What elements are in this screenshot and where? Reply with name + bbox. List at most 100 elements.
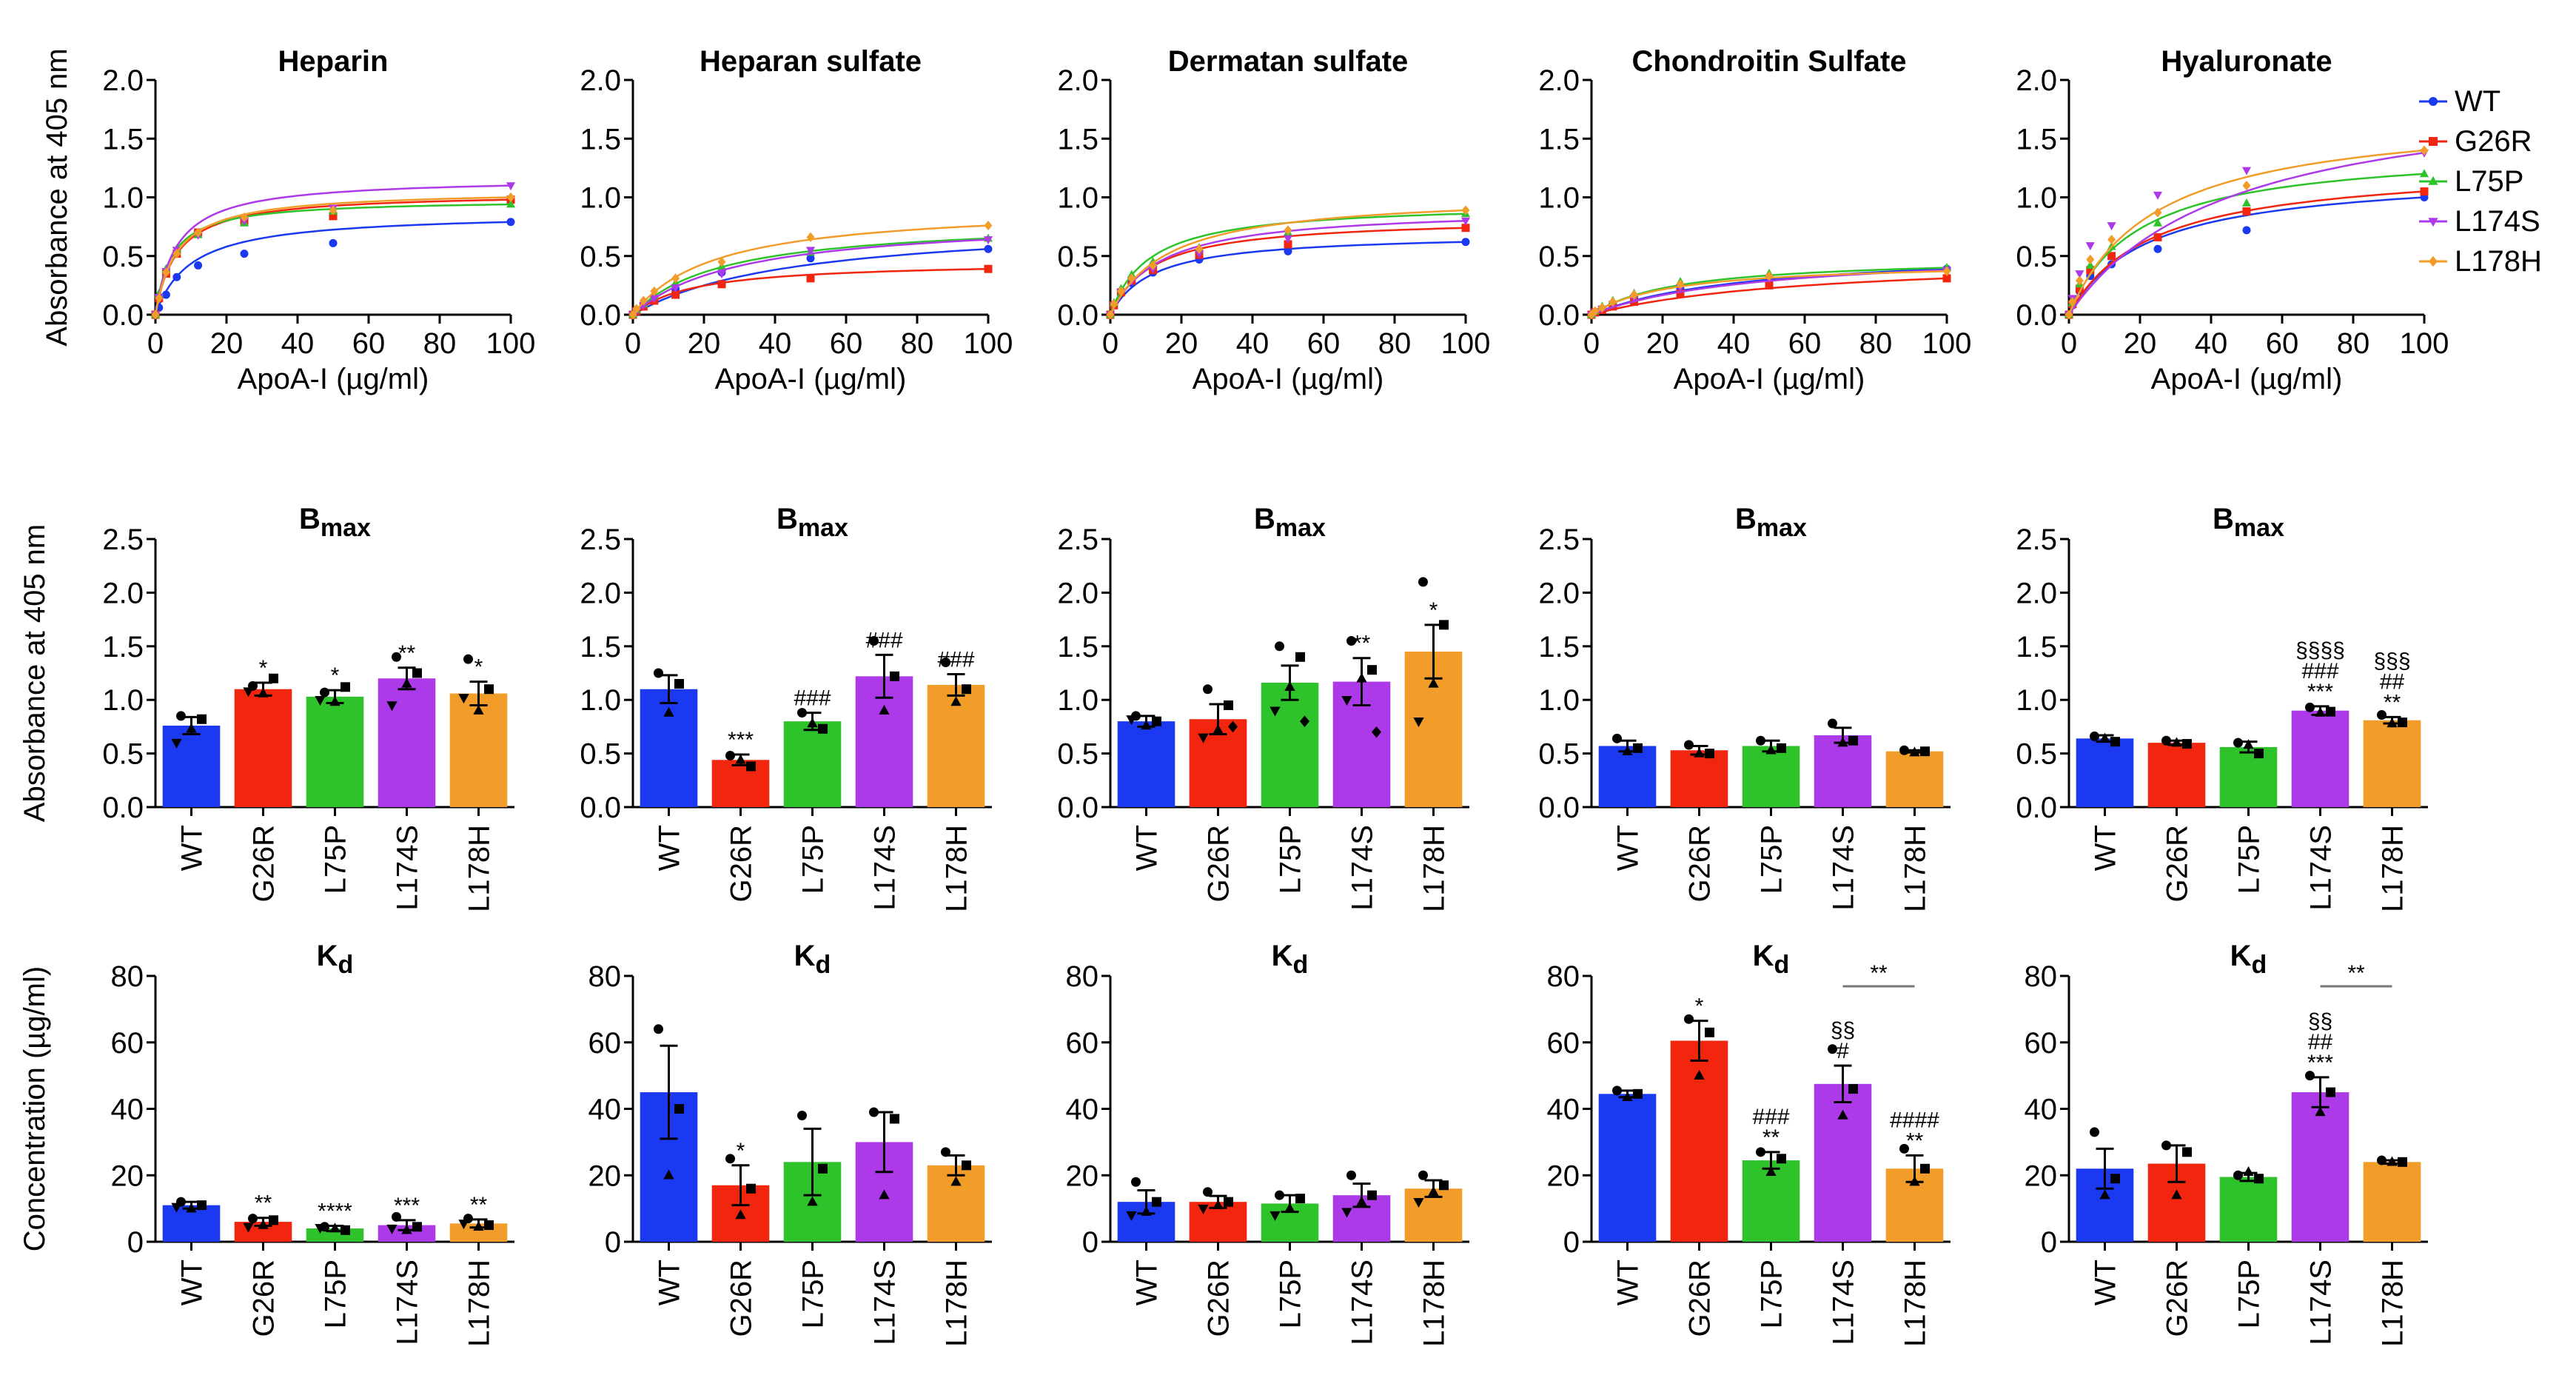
replicate-point: [797, 1110, 807, 1120]
y-tick-label: 40: [1547, 1094, 1580, 1126]
category-label: L178H: [1418, 825, 1451, 912]
replicate-point: [197, 1200, 207, 1211]
replicate-point: [386, 1224, 398, 1234]
replicate-point: [186, 723, 197, 733]
data-point-L178H: [172, 248, 181, 259]
replicate-point: [818, 1163, 828, 1174]
replicate-point: [386, 701, 398, 712]
category-label: G26R: [1203, 1260, 1235, 1337]
replicate-point: [1198, 1204, 1209, 1214]
replicate-point: [890, 1114, 899, 1124]
data-point-L178H: [2075, 275, 2084, 286]
category-label: WT: [1612, 825, 1645, 871]
category-label: WT: [654, 825, 686, 871]
replicate-point: [2377, 1155, 2387, 1165]
significance-label: *: [1695, 994, 1704, 1019]
replicate-point: [2305, 702, 2315, 712]
panel-title: Bmax: [777, 503, 848, 542]
y-tick-label: 2.5: [1538, 524, 1580, 556]
x-tick-label: 20: [688, 327, 721, 360]
y-tick-label: 1.5: [1538, 631, 1580, 663]
data-point-L178H: [329, 205, 338, 215]
bar-L174S: [2291, 1092, 2349, 1242]
category-label: L75P: [797, 825, 830, 894]
y-tick-label: 1.0: [1057, 684, 1099, 717]
y-tick-label: 0: [1082, 1226, 1099, 1259]
replicate-point: [879, 1189, 890, 1200]
replicate-point: [1356, 672, 1367, 683]
bar-G26R: [711, 760, 770, 807]
data-point-L178H: [2242, 181, 2251, 191]
y-axis-label: Absorbance at 405 nm: [19, 524, 51, 822]
replicate-point: [869, 1107, 879, 1117]
x-tick-label: 60: [1307, 327, 1341, 360]
fit-curve-L174S: [2067, 152, 2425, 315]
category-label: L75P: [2233, 1260, 2266, 1328]
replicate-point: [1777, 743, 1786, 753]
data-point-L178H: [2086, 254, 2095, 265]
replicate-point: [329, 696, 341, 706]
x-axis-label: ApoA-I (µg/ml): [715, 363, 907, 395]
replicate-point: [2377, 709, 2387, 720]
replicate-point: [950, 1176, 962, 1186]
y-tick-label: 80: [111, 960, 144, 993]
data-point-L75P: [2419, 169, 2429, 178]
panel-title: Bmax: [1735, 503, 1807, 542]
replicate-point: [941, 658, 950, 668]
x-tick-label: 80: [423, 327, 457, 360]
data-point-L174S: [1460, 217, 1471, 226]
significance-label: ###: [1752, 1105, 1789, 1129]
y-tick-label: 0.5: [580, 241, 621, 273]
replicate-point: [746, 761, 756, 772]
kd-panel-1: Kd 0 20 40 60 80 WT G26R * L75P L174S L178H: [588, 940, 992, 1347]
replicate-point: [2398, 1157, 2407, 1167]
y-tick-label: 2.0: [1057, 577, 1099, 609]
replicate-point: [1622, 745, 1633, 755]
bar-L75P: [783, 721, 842, 807]
significance-label: ###: [865, 628, 902, 652]
panel-title: Kd: [1272, 940, 1309, 979]
category-label: L178H: [1418, 1260, 1451, 1347]
data-point-L178H: [2065, 310, 2073, 320]
replicate-point: [1428, 678, 1439, 688]
replicate-point: [243, 687, 254, 698]
replicate-point: [1284, 681, 1295, 692]
y-tick-label: 2.5: [2016, 524, 2057, 556]
replicate-point: [341, 1225, 350, 1235]
data-point-L178H: [1106, 310, 1115, 320]
x-tick-label: 40: [2195, 327, 2228, 360]
fit-curve-WT: [1109, 241, 1466, 315]
binding-panel-3: Chondroitin Sulfate 0.0 0.5 1.0 1.5 2.0 0 20 40 6…: [1538, 45, 1971, 395]
data-point-G26R: [1942, 274, 1951, 283]
replicate-point: [1428, 1185, 1439, 1196]
data-point-WT: [1461, 238, 1470, 247]
category-label: L75P: [320, 1260, 352, 1328]
data-point-L178H: [1127, 273, 1136, 284]
replicate-point: [269, 673, 278, 683]
bar-L178H: [1885, 751, 1944, 807]
data-point-L178H: [717, 257, 726, 267]
data-point-L174S: [671, 284, 680, 293]
replicate-point: [392, 1211, 401, 1222]
replicate-point: [1141, 720, 1152, 730]
category-label: G26R: [1203, 825, 1235, 903]
significance-label: ****: [318, 1199, 352, 1223]
y-tick-label: 60: [111, 1027, 144, 1060]
y-tick-label: 60: [1547, 1027, 1580, 1060]
panel-title: Kd: [2230, 940, 2267, 979]
replicate-point: [1275, 641, 1284, 652]
category-label: L174S: [392, 1260, 424, 1345]
significance-label: **: [1762, 1126, 1780, 1150]
replicate-point: [962, 1160, 971, 1171]
y-tick-label: 20: [111, 1160, 144, 1192]
replicate-point: [2243, 1165, 2254, 1176]
significance-label: ####: [1890, 1108, 1939, 1132]
data-point-L178H: [1461, 205, 1470, 215]
panel-title: Heparin: [278, 45, 389, 78]
significance-label: ***: [2307, 1051, 2333, 1075]
data-point-WT: [984, 244, 993, 253]
y-tick-label: 1.5: [102, 631, 144, 663]
category-label: WT: [654, 1260, 686, 1305]
replicate-point: [2161, 1140, 2171, 1151]
